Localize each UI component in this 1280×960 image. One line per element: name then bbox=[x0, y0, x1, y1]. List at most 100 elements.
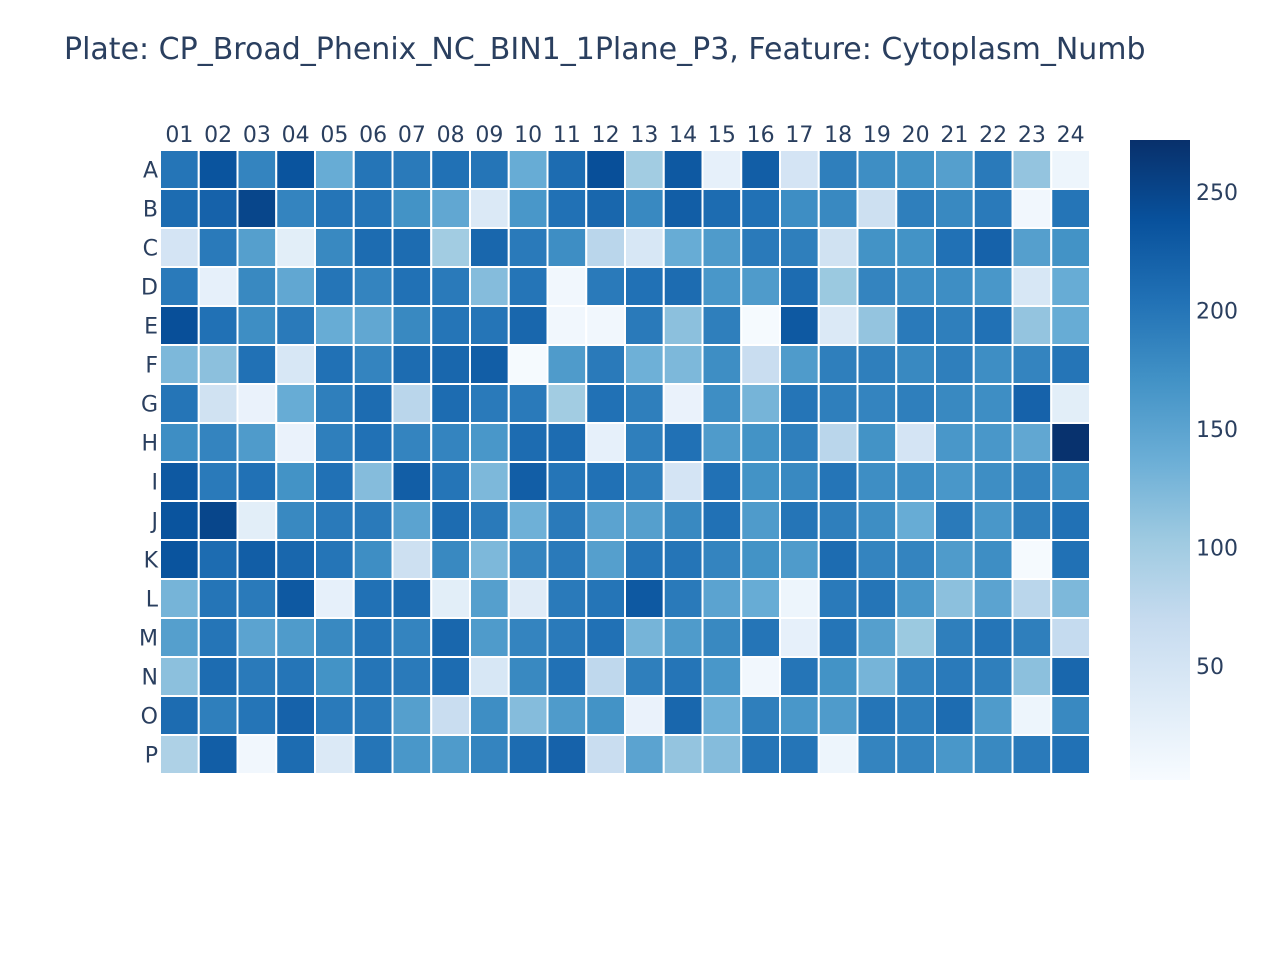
heatmap-cell-M02 bbox=[197, 617, 239, 658]
heatmap-cell-C09 bbox=[469, 227, 510, 268]
heatmap-cell-L12 bbox=[585, 578, 626, 619]
heatmap-cell-O14 bbox=[662, 695, 704, 736]
heatmap-cell-K12 bbox=[585, 539, 626, 580]
heatmap-cell-G13 bbox=[624, 383, 665, 424]
heatmap-cell-L07 bbox=[391, 578, 433, 619]
heatmap-cell-I06 bbox=[352, 461, 394, 502]
heatmap-cell-M11 bbox=[546, 617, 588, 658]
heatmap-cell-G02 bbox=[197, 383, 239, 424]
heatmap-cell-A13 bbox=[624, 149, 665, 190]
heatmap-cell-E10 bbox=[507, 305, 549, 346]
heatmap-cell-H11 bbox=[546, 422, 588, 463]
heatmap-cell-E12 bbox=[585, 305, 626, 346]
heatmap-cell-P12 bbox=[585, 734, 626, 775]
heatmap-cell-C18 bbox=[817, 227, 859, 268]
heatmap-cell-M21 bbox=[934, 617, 975, 658]
heatmap-cell-G14 bbox=[662, 383, 704, 424]
heatmap-cell-H13 bbox=[624, 422, 665, 463]
heatmap-cell-K05 bbox=[314, 539, 355, 580]
heatmap-cell-C03 bbox=[236, 227, 278, 268]
heatmap-cell-J03 bbox=[236, 500, 278, 541]
heatmap-cell-M14 bbox=[662, 617, 704, 658]
y-tick-label: E bbox=[144, 315, 158, 340]
heatmap-cell-N01 bbox=[159, 656, 200, 697]
heatmap-cell-P04 bbox=[275, 734, 316, 775]
heatmap-cell-H15 bbox=[701, 422, 743, 463]
heatmap-cell-A05 bbox=[314, 149, 355, 190]
heatmap-cell-D09 bbox=[469, 266, 510, 307]
heatmap-cell-E05 bbox=[314, 305, 355, 346]
heatmap-cell-L19 bbox=[856, 578, 898, 619]
heatmap-cell-N16 bbox=[740, 656, 781, 697]
heatmap-cell-A20 bbox=[895, 149, 936, 190]
heatmap-cell-O07 bbox=[391, 695, 433, 736]
heatmap-cell-G16 bbox=[740, 383, 781, 424]
heatmap-cell-P05 bbox=[314, 734, 355, 775]
heatmap-cell-E19 bbox=[856, 305, 898, 346]
heatmap-cell-N22 bbox=[972, 656, 1014, 697]
heatmap-cell-A06 bbox=[352, 149, 394, 190]
heatmap-cell-K19 bbox=[856, 539, 898, 580]
heatmap-cell-A16 bbox=[740, 149, 781, 190]
heatmap-cell-A18 bbox=[817, 149, 859, 190]
x-tick-label: 05 bbox=[320, 123, 348, 148]
heatmap-cell-J21 bbox=[934, 500, 975, 541]
y-tick-label: L bbox=[146, 588, 159, 613]
x-tick-label: 19 bbox=[863, 123, 891, 148]
heatmap-cell-F03 bbox=[236, 344, 278, 385]
heatmap-cell-H05 bbox=[314, 422, 355, 463]
heatmap-cell-K10 bbox=[507, 539, 549, 580]
heatmap-cell-G04 bbox=[275, 383, 316, 424]
heatmap-cell-N23 bbox=[1011, 656, 1053, 697]
heatmap-cell-I20 bbox=[895, 461, 936, 502]
x-tick-label: 01 bbox=[165, 123, 193, 148]
heatmap-cell-B09 bbox=[469, 188, 510, 229]
heatmap-cell-E16 bbox=[740, 305, 781, 346]
heatmap-cell-H12 bbox=[585, 422, 626, 463]
heatmap-cell-K03 bbox=[236, 539, 278, 580]
heatmap-cell-A02 bbox=[197, 149, 239, 190]
heatmap-cell-F14 bbox=[662, 344, 704, 385]
heatmap-cell-H22 bbox=[972, 422, 1014, 463]
heatmap-cell-D05 bbox=[314, 266, 355, 307]
heatmap-cell-A03 bbox=[236, 149, 278, 190]
heatmap-cell-C06 bbox=[352, 227, 394, 268]
heatmap-cell-B16 bbox=[740, 188, 781, 229]
heatmap-cell-G05 bbox=[314, 383, 355, 424]
heatmap-cell-M17 bbox=[779, 617, 820, 658]
heatmap-cell-D18 bbox=[817, 266, 859, 307]
heatmap-cell-M22 bbox=[972, 617, 1014, 658]
heatmap-cell-H17 bbox=[779, 422, 820, 463]
heatmap-cell-C13 bbox=[624, 227, 665, 268]
y-tick-label: C bbox=[143, 237, 158, 262]
y-tick-label: G bbox=[141, 393, 158, 418]
heatmap-cell-D22 bbox=[972, 266, 1014, 307]
heatmap-cell-B04 bbox=[275, 188, 316, 229]
heatmap-cell-E13 bbox=[624, 305, 665, 346]
heatmap-cell-M20 bbox=[895, 617, 936, 658]
chart-title: Plate: CP_Broad_Phenix_NC_BIN1_1Plane_P3… bbox=[64, 32, 1146, 67]
heatmap-cell-K06 bbox=[352, 539, 394, 580]
heatmap-cell-J01 bbox=[159, 500, 200, 541]
heatmap-cell-K08 bbox=[430, 539, 471, 580]
heatmap-cell-E20 bbox=[895, 305, 936, 346]
heatmap-cell-O05 bbox=[314, 695, 355, 736]
heatmap-cell-I22 bbox=[972, 461, 1014, 502]
heatmap-cell-P22 bbox=[972, 734, 1014, 775]
x-tick-label: 08 bbox=[437, 123, 465, 148]
heatmap-cell-J19 bbox=[856, 500, 898, 541]
y-tick-label: H bbox=[141, 432, 158, 457]
heatmap-cell-O15 bbox=[701, 695, 743, 736]
heatmap-cell-G01 bbox=[159, 383, 200, 424]
heatmap-cell-M03 bbox=[236, 617, 278, 658]
heatmap-cell-C20 bbox=[895, 227, 936, 268]
heatmap-cell-M08 bbox=[430, 617, 471, 658]
heatmap-cell-A22 bbox=[972, 149, 1014, 190]
y-tick-label: P bbox=[145, 744, 158, 769]
heatmap-cell-D15 bbox=[701, 266, 743, 307]
heatmap-cell-D16 bbox=[740, 266, 781, 307]
x-tick-label: 09 bbox=[475, 123, 503, 148]
heatmap-cell-K09 bbox=[469, 539, 510, 580]
heatmap-cell-P16 bbox=[740, 734, 781, 775]
y-tick-label: K bbox=[144, 549, 159, 574]
